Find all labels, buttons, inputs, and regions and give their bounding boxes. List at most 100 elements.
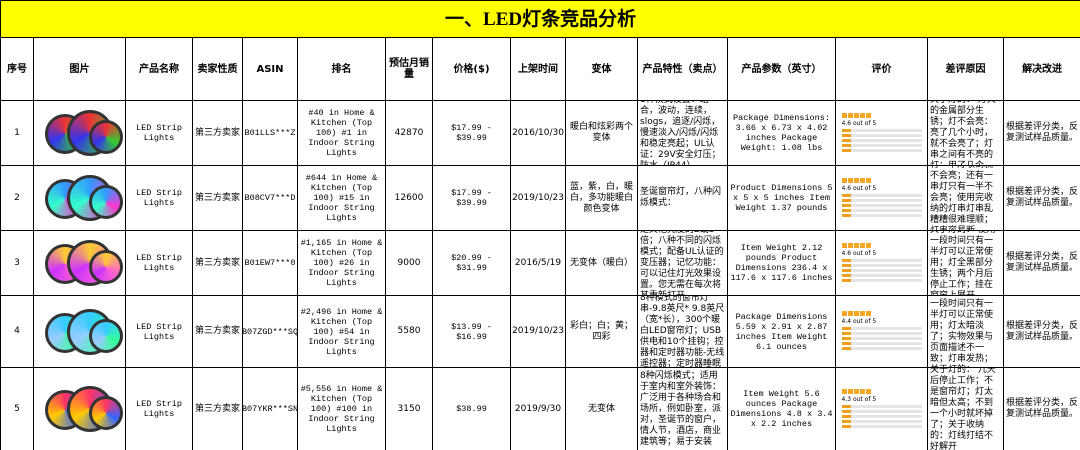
improvement-cell: 根据差评分类，反复测试样品质量。 xyxy=(1002,100,1080,166)
data-row: 1 LED Strip Lights 第三方卖家 B01LLS***Z #40 in H… xyxy=(0,100,1080,166)
no: 3 xyxy=(14,257,20,268)
rank-cell: #5,556 in Home & Kitchen (Top 100) #100 … xyxy=(297,367,386,450)
star xyxy=(859,388,865,394)
star xyxy=(859,242,865,248)
star xyxy=(853,112,859,118)
led-reel xyxy=(88,185,123,219)
launch-date: 2016/10/30 xyxy=(512,127,564,138)
column-header: 序号 xyxy=(7,63,27,75)
improvement-cell: 根据差评分类，反复测试样品质量。 xyxy=(1002,295,1080,368)
launch-date-cell: 2016/10/30 xyxy=(510,100,566,166)
rating-bar xyxy=(841,273,922,277)
bad-review-reasons-cell: 关于灯的： 几天后停止工作；不是窗帘灯；灯太暗但太高；不到一个小时就坏掉了；关于… xyxy=(927,367,1004,450)
product-image-cell xyxy=(33,100,126,166)
improvement: 根据差评分类，反复测试样品质量。 xyxy=(1006,398,1079,419)
rating-bar xyxy=(841,258,922,262)
rating-chart: 4.3 out of 5 xyxy=(837,369,927,450)
column-header: 价格($) xyxy=(453,63,490,75)
features-cell: 8种模式设置：组合，波动，连续，slogs，追逐/闪烁，慢速淡入/闪烁/闪烁和稳… xyxy=(637,100,728,166)
variants: 暖白和炫彩两个变体 xyxy=(569,122,633,143)
star xyxy=(859,311,865,316)
asin-cell: B01EW7***0 xyxy=(242,230,298,296)
rating-chart: 4.6 out of 5 xyxy=(837,102,927,165)
price: $17.99 - $39.99 xyxy=(451,123,492,143)
specs-cell: Item Weight 5.6 ounces Package Dimension… xyxy=(727,367,836,450)
rating-chart-cell: 4.3 out of 5 xyxy=(835,367,928,450)
seller-type: 第三方卖家 xyxy=(195,192,241,203)
column-header-cell: 产品参数（英寸） xyxy=(727,37,836,101)
specs-cell: Product Dimensions 5 x 5 x 5 inches Item… xyxy=(727,165,836,231)
rating-summary: 4.4 out of 5 xyxy=(841,311,922,352)
rating-bar xyxy=(841,409,922,413)
seller-type-cell: 第三方卖家 xyxy=(192,295,243,368)
column-header: 产品名称 xyxy=(139,63,179,75)
asin: B01LLS***Z xyxy=(244,128,296,138)
title-row: 一、LED灯条竞品分析 xyxy=(0,0,1080,38)
rating-bar xyxy=(841,347,922,350)
improvement: 根据差评分类，反复测试样品质量。 xyxy=(1006,252,1079,273)
product-photo xyxy=(41,108,123,158)
product-photo xyxy=(41,307,123,357)
monthly-sales-cell: 3150 xyxy=(385,367,433,450)
features-cell: 8种闪烁模式；适用于室内和室外装饰：广泛用于各种场合和场所，例如卧室，派对，圣诞… xyxy=(637,367,728,450)
specs-cell: Package Dimensions: 3.66 x 6.73 x 4.02 i… xyxy=(727,100,836,166)
star xyxy=(853,242,859,248)
column-header-cell: 评价 xyxy=(835,37,928,101)
header-row: 序号 图片 产品名称 卖家性质 ASIN 排名 预估月销量 价格($) 上架时间 变体 产品特性（卖… xyxy=(0,37,1080,101)
star xyxy=(853,388,859,394)
led-reel xyxy=(88,318,123,353)
column-header-cell: 产品特性（卖点） xyxy=(637,37,728,101)
rating-bar xyxy=(841,203,922,207)
specs: Item Weight 2.12 pounds Product Dimensio… xyxy=(730,243,833,283)
rating-text: 4.6 out of 5 xyxy=(841,249,877,257)
product-name: LED Strip Lights xyxy=(136,253,182,273)
price-cell: $13.99 - $16.99 xyxy=(432,295,511,368)
asin: B01EW7***0 xyxy=(244,258,296,268)
rating-bar xyxy=(841,263,922,267)
led-reel xyxy=(88,250,123,284)
star xyxy=(859,112,865,118)
price: $13.99 - $16.99 xyxy=(451,321,492,342)
column-header-cell: 图片 xyxy=(33,37,126,101)
bad-review-reasons-cell: 关于灯的： 使用一段时间只有一半灯可以正常使用；灯全黑部分生锈；两个月后停止工作… xyxy=(927,230,1004,296)
product-image-cell xyxy=(33,165,126,231)
seller-type: 第三方卖家 xyxy=(195,403,241,414)
features: 圣诞窗帘灯，八种闪烁模式： xyxy=(640,187,722,208)
improvement-cell: 根据差评分类，反复测试样品质量。 xyxy=(1002,165,1080,231)
no-cell: 4 xyxy=(0,295,34,368)
bad-review-reasons-cell: 关于灯的： 使用一段时间只有一半灯可以正常使用；灯太暗淡了；实物效果与页面描述不… xyxy=(927,295,1004,368)
asin: B07ZGD***SQ xyxy=(243,326,297,337)
star xyxy=(865,112,871,118)
column-header-cell: 排名 xyxy=(297,37,386,101)
column-header-cell: 上架时间 xyxy=(510,37,566,101)
specs-cell: Item Weight 2.12 pounds Product Dimensio… xyxy=(727,230,836,296)
rating-summary: 4.6 out of 5 xyxy=(841,177,922,219)
variants-cell: 彩白；白；黄；四彩 xyxy=(565,295,638,368)
rating-bar xyxy=(841,133,922,137)
variants: 彩白；白；黄；四彩 xyxy=(569,320,633,342)
rating-chart: 4.6 out of 5 xyxy=(837,232,927,295)
product-name-cell: LED Strip Lights xyxy=(125,100,193,166)
rating-bar xyxy=(841,337,922,340)
rank: #1,165 in Home & Kitchen (Top 100) #26 i… xyxy=(300,238,383,288)
features: 8种闪烁模式；适用于室内和室外装饰：广泛用于各种场合和场所，例如卧室，派对，圣诞… xyxy=(640,370,722,447)
rating-stars xyxy=(841,242,922,248)
star xyxy=(853,177,859,183)
star xyxy=(853,311,859,316)
star xyxy=(865,177,871,183)
column-header-cell: ASIN xyxy=(242,37,298,101)
asin: B07YKR***SN xyxy=(243,404,297,414)
product-name-cell: LED Strip Lights xyxy=(125,230,193,296)
rating-bar xyxy=(841,419,922,423)
launch-date-cell: 2019/10/23 xyxy=(510,295,566,368)
star xyxy=(859,177,865,183)
rating-bar xyxy=(841,198,922,202)
seller-type-cell: 第三方卖家 xyxy=(192,230,243,296)
column-header: 解决改进 xyxy=(1022,63,1063,75)
launch-date: 2016/5/19 xyxy=(514,257,562,268)
rating-bar xyxy=(841,193,922,197)
rating-stars xyxy=(841,388,922,394)
monthly-sales: 9000 xyxy=(397,257,421,268)
variants: 蓝，紫，白，暖白，多功能暖白颜色变体 xyxy=(569,181,633,214)
